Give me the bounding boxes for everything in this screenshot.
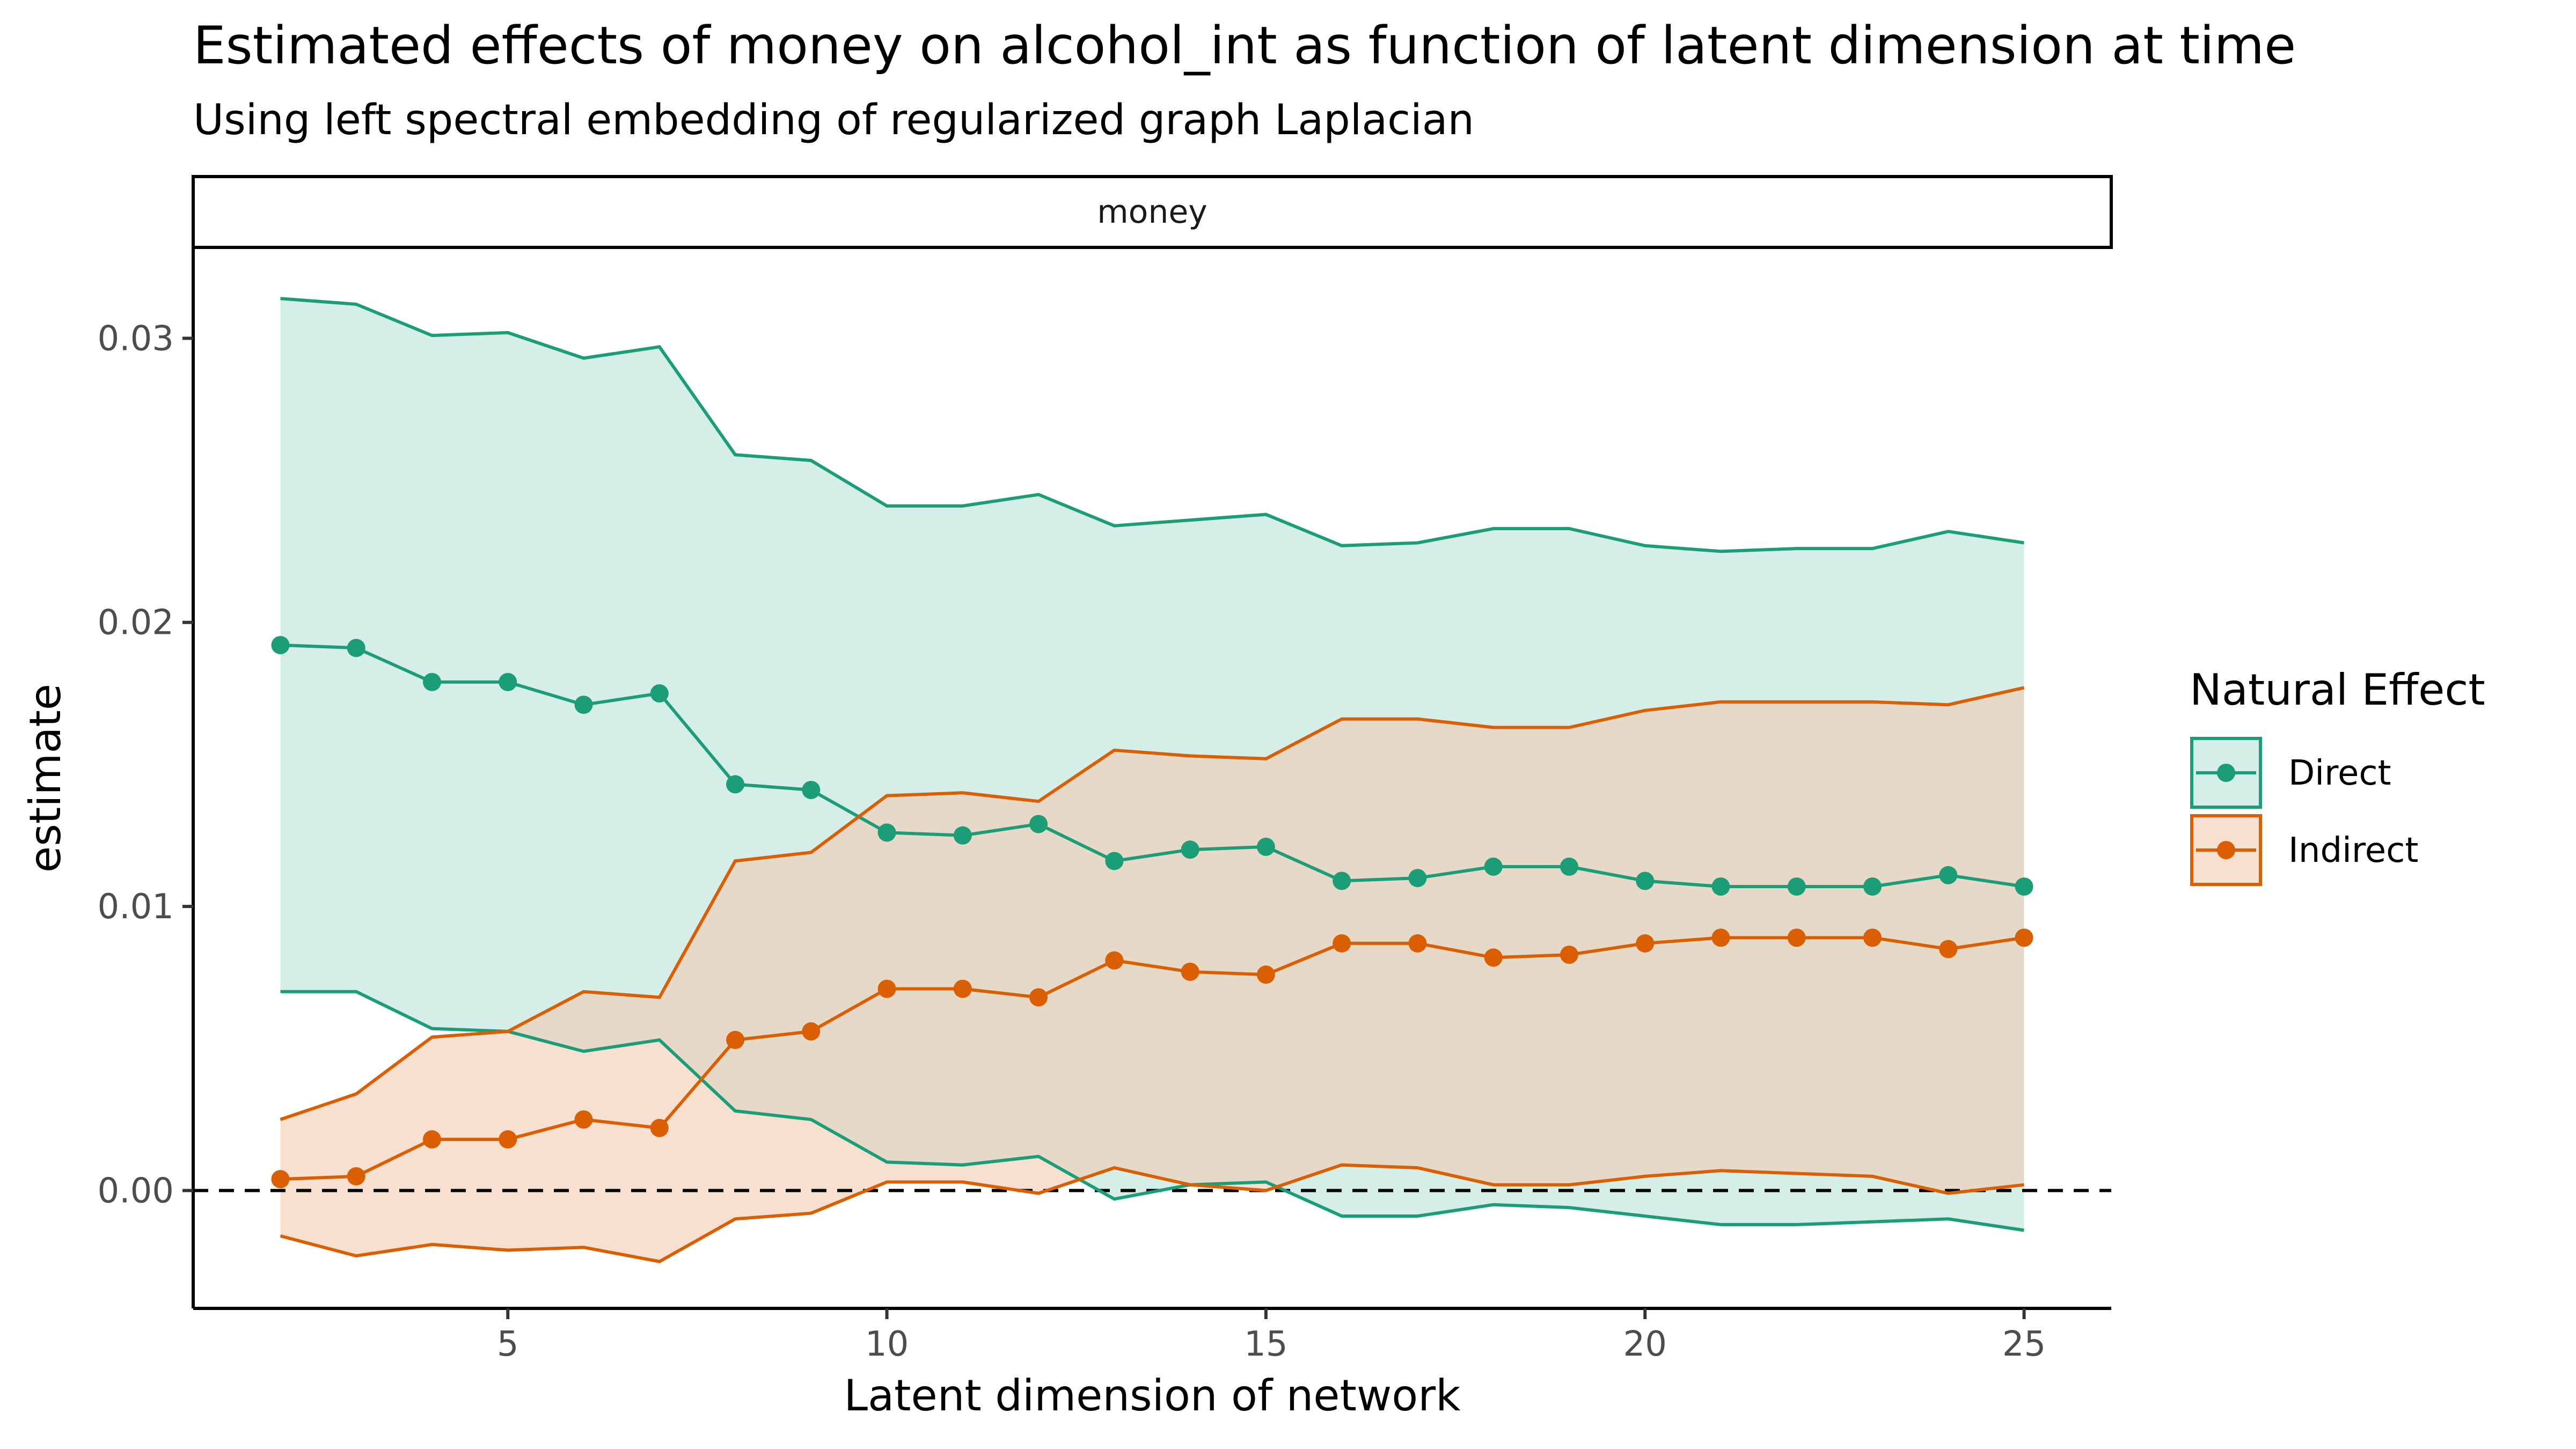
legend: Natural Effect Direct Indirect	[2190, 665, 2485, 886]
direct-estimate-point	[1181, 840, 1199, 859]
y-tick-label: 0.02	[98, 603, 174, 643]
legend-label-direct: Direct	[2288, 753, 2391, 793]
indirect-estimate-point	[1181, 962, 1199, 981]
indirect-estimate-point	[877, 979, 896, 998]
indirect-estimate-point	[1484, 948, 1503, 967]
direct-estimate-point	[1560, 857, 1578, 876]
chart-title: Estimated effects of money on alcohol_in…	[193, 16, 2296, 76]
x-axis-ticks: 5 10 15 20 25	[497, 1308, 2046, 1364]
direct-estimate-point	[1711, 877, 1730, 896]
direct-estimate-point	[1787, 877, 1806, 896]
y-tick-label: 0.00	[98, 1171, 174, 1211]
direct-estimate-point	[1939, 866, 1958, 884]
y-axis-title: estimate	[20, 684, 70, 873]
indirect-estimate-point	[1711, 928, 1730, 947]
indirect-estimate-point	[347, 1167, 365, 1185]
indirect-lower-bound-line	[280, 1163, 2024, 1263]
chart-subtitle: Using left spectral embedding of regular…	[193, 96, 1474, 144]
direct-estimate-point	[1256, 837, 1275, 856]
y-tick-label: 0.03	[98, 319, 174, 358]
indirect-estimate-point	[422, 1130, 441, 1149]
facet-strip-box	[192, 175, 2113, 249]
indirect-estimate-point	[1939, 940, 1958, 958]
direct-estimate-point	[877, 823, 896, 842]
direct-estimate-point	[499, 672, 517, 691]
indirect-estimate-point	[271, 1170, 290, 1189]
indirect-ci-ribbon	[280, 687, 2024, 1262]
indirect-estimate-point	[1256, 965, 1275, 984]
facet-strip-label: money	[1097, 193, 1208, 231]
y-axis-ticks: 0.00 0.01 0.02 0.03	[98, 319, 193, 1211]
indirect-estimate-point	[650, 1118, 669, 1137]
indirect-estimate-point	[1560, 946, 1578, 964]
indirect-estimate-point	[2015, 928, 2033, 947]
indirect-estimate-point	[726, 1030, 745, 1049]
indirect-estimate-point	[574, 1110, 593, 1129]
indirect-estimate-point	[1333, 934, 1351, 953]
indirect-estimate-point	[499, 1130, 517, 1149]
indirect-estimate-point	[1105, 951, 1124, 970]
legend-items: Direct Indirect	[2190, 737, 2418, 886]
direct-estimate-point	[802, 780, 821, 799]
direct-estimate-point	[574, 696, 593, 714]
direct-estimate-point	[1863, 877, 1882, 896]
direct-estimate-point	[650, 684, 669, 703]
legend-item-direct: Direct	[2190, 737, 2391, 809]
direct-estimate-point	[271, 636, 290, 655]
x-axis-title: Latent dimension of network	[844, 1371, 1461, 1421]
direct-estimate-point	[953, 826, 972, 845]
x-tick-label: 25	[2002, 1324, 2046, 1364]
direct-estimate-point	[726, 775, 745, 794]
direct-estimate-point	[2015, 877, 2033, 896]
indirect-estimate-point	[802, 1022, 821, 1041]
indirect-estimate-point	[1787, 928, 1806, 947]
point-layer	[271, 636, 2033, 1189]
y-tick-label: 0.01	[98, 887, 174, 927]
facet-strip: money	[192, 175, 2113, 249]
direct-estimate-point	[1333, 872, 1351, 890]
x-tick-label: 10	[865, 1324, 909, 1364]
plot-panel: 0.00 0.01 0.02 0.03 5 10 15 20 25	[98, 247, 2111, 1364]
legend-label-indirect: Indirect	[2288, 831, 2418, 870]
direct-estimate-point	[1408, 869, 1427, 888]
indirect-estimate-point	[1029, 988, 1048, 1007]
direct-estimate-point	[422, 672, 441, 691]
direct-lower-bound-line	[280, 990, 2024, 1232]
legend-key-direct-point	[2217, 764, 2235, 782]
indirect-estimate-line	[280, 936, 2024, 1181]
indirect-estimate-point	[953, 979, 972, 998]
direct-estimate-point	[347, 639, 365, 657]
direct-estimate-point	[1105, 852, 1124, 870]
direct-estimate-line	[280, 643, 2024, 888]
direct-estimate-point	[1636, 872, 1655, 890]
indirect-estimate-point	[1636, 934, 1655, 953]
legend-key-indirect-point	[2217, 841, 2235, 859]
x-tick-label: 20	[1623, 1324, 1667, 1364]
direct-upper-bound-line	[280, 297, 2024, 553]
direct-estimate-point	[1484, 857, 1503, 876]
x-tick-label: 15	[1244, 1324, 1287, 1364]
legend-item-indirect: Indirect	[2190, 814, 2418, 886]
legend-title: Natural Effect	[2190, 665, 2485, 715]
indirect-estimate-point	[1863, 928, 1882, 947]
indirect-estimate-point	[1408, 934, 1427, 953]
x-tick-label: 5	[497, 1324, 519, 1364]
indirect-upper-bound-line	[280, 686, 2025, 1121]
direct-estimate-point	[1029, 815, 1048, 833]
ribbon-layer	[280, 298, 2024, 1262]
line-layer	[280, 297, 2025, 1263]
